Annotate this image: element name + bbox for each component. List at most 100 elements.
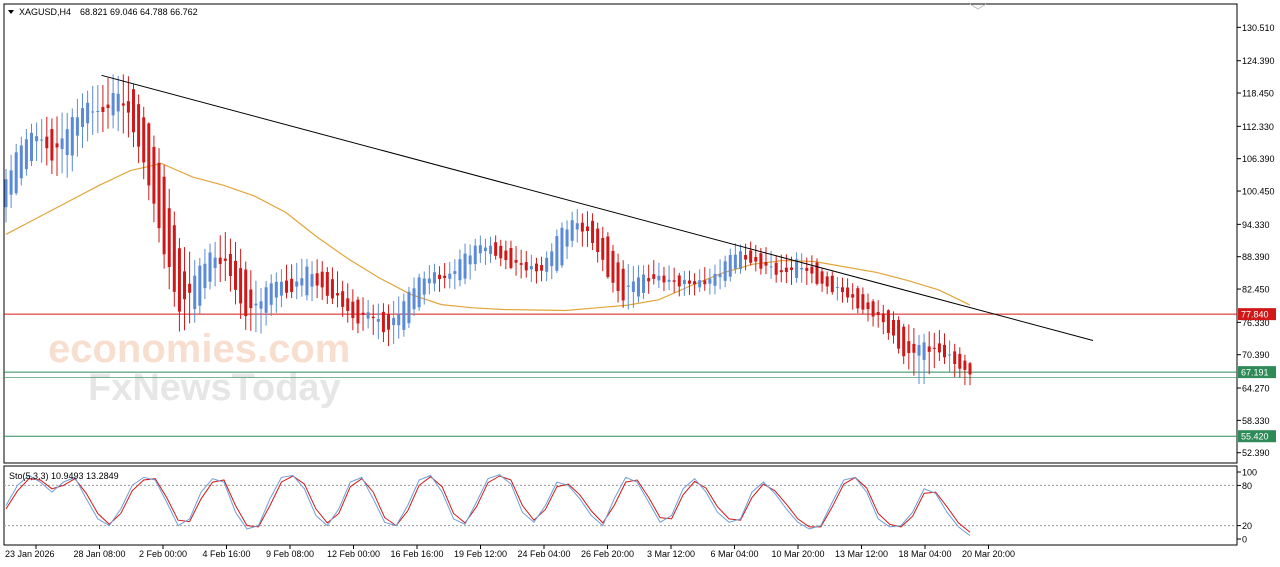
candle: [749, 241, 753, 266]
candle: [208, 243, 212, 290]
candle: [963, 354, 967, 386]
candle: [417, 273, 421, 311]
candle: [412, 277, 416, 316]
candle: [310, 261, 314, 302]
candle: [631, 266, 635, 308]
time-tick-label: 19 Feb 12:00: [454, 549, 507, 559]
candle: [723, 255, 727, 288]
candle: [575, 209, 579, 243]
candle: [764, 247, 768, 275]
candle: [111, 74, 115, 129]
candle: [927, 331, 931, 375]
candle: [958, 347, 962, 378]
price-tick-label: 130.510: [1242, 23, 1275, 33]
price-tick-label: 112.330: [1242, 122, 1274, 132]
candle: [779, 254, 783, 283]
candle: [218, 235, 222, 283]
candle: [825, 271, 829, 295]
stochastic-pane[interactable]: [3, 465, 1238, 546]
candle: [560, 222, 564, 268]
price-tick-label: 124.390: [1242, 56, 1275, 66]
candle: [805, 257, 809, 285]
candle: [473, 238, 477, 271]
candle: [682, 270, 686, 296]
stoch-main-line: [5, 474, 971, 536]
candle: [636, 265, 640, 303]
candle: [483, 238, 487, 265]
candle: [458, 249, 462, 287]
candle: [137, 94, 141, 164]
support-price-tag: 55.420: [1238, 430, 1276, 443]
time-tick-label: 28 Jan 08:00: [73, 549, 125, 559]
candle: [50, 118, 54, 175]
time-tick-label: 20 Mar 20:00: [962, 549, 1015, 559]
candle: [932, 332, 936, 369]
trendline[interactable]: [101, 74, 1094, 341]
dropdown-triangle-icon[interactable]: [8, 10, 14, 14]
candle: [81, 93, 85, 148]
candle: [555, 229, 559, 273]
stoch-tick-label: 20: [1242, 521, 1252, 531]
candle: [774, 255, 778, 283]
candle: [65, 112, 69, 178]
ma-path: [5, 162, 971, 312]
candle: [269, 274, 273, 316]
scroll-marker-icon: [969, 3, 987, 10]
price-tags: 77.840 67.191 55.420: [1238, 308, 1276, 443]
candle: [968, 362, 972, 386]
price-tick-label: 70.390: [1242, 350, 1270, 360]
candle: [132, 84, 136, 148]
candle: [157, 148, 161, 243]
candle: [75, 98, 79, 157]
price-pane[interactable]: [3, 3, 1238, 464]
candle: [856, 285, 860, 314]
candle: [499, 239, 503, 267]
candle: [810, 255, 814, 284]
descending-trendline[interactable]: [101, 74, 1094, 341]
candle: [4, 168, 8, 223]
candle: [478, 235, 482, 263]
time-tick-label: 9 Feb 08:00: [266, 549, 314, 559]
time-tick-label: 26 Feb 20:00: [581, 549, 634, 559]
candle: [407, 286, 411, 329]
candle: [213, 241, 217, 287]
candle: [249, 270, 253, 331]
candle: [886, 309, 890, 340]
candle: [9, 154, 13, 209]
candle: [121, 74, 125, 134]
candle: [96, 85, 100, 134]
candle: [601, 226, 605, 272]
price-tick-label: 82.450: [1242, 285, 1270, 295]
candle: [60, 112, 64, 174]
candle: [494, 235, 498, 260]
candle: [177, 238, 181, 332]
candle: [621, 260, 625, 308]
candle: [851, 283, 855, 310]
horizontal-levels[interactable]: [4, 313, 1237, 437]
time-tick-label: 16 Feb 16:00: [390, 549, 443, 559]
candle: [172, 211, 176, 307]
candle: [504, 240, 508, 270]
price-tick-label: 106.390: [1242, 154, 1275, 164]
candle: [366, 300, 370, 329]
candle: [611, 244, 615, 293]
price-tick-label: 88.390: [1242, 252, 1270, 262]
candle: [897, 316, 901, 354]
time-tick-label: 13 Mar 12:00: [835, 549, 888, 559]
time-tick-label: 10 Mar 20:00: [771, 549, 824, 559]
stoch-signal-line: [5, 475, 971, 533]
candle: [402, 293, 406, 337]
candle: [346, 283, 350, 323]
candle: [183, 247, 187, 331]
candle: [820, 268, 824, 292]
candle: [295, 262, 299, 300]
candle: [795, 252, 799, 283]
candle: [514, 245, 518, 276]
price-tick-label: 118.450: [1242, 89, 1274, 99]
candle: [550, 243, 554, 280]
candle: [274, 272, 278, 313]
candle: [239, 248, 243, 319]
candle: [677, 272, 681, 297]
candle: [91, 85, 95, 135]
